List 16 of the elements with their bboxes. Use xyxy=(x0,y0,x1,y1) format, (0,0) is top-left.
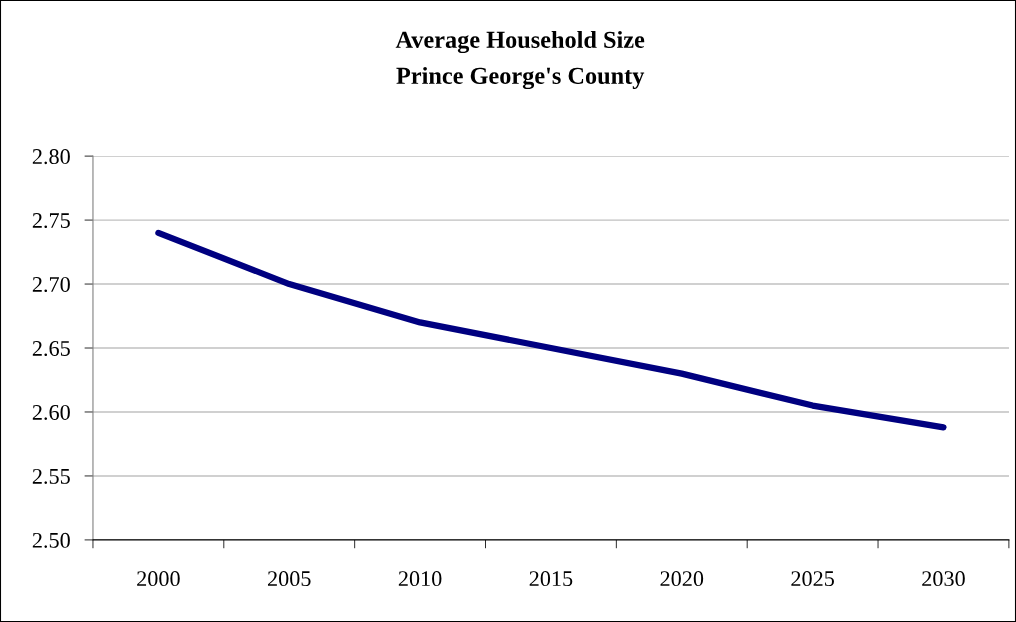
x-tick-label: 2030 xyxy=(922,571,965,587)
x-tick-label: 2020 xyxy=(660,571,704,587)
x-tick-label: 2010 xyxy=(398,571,442,587)
y-tick-label: 2.55 xyxy=(32,468,70,484)
y-tick-label: 2.50 xyxy=(32,532,70,548)
chart-subtitle: Prince George's County xyxy=(396,66,645,90)
y-tick-label: 2.70 xyxy=(32,276,70,293)
y-tick-label: 2.75 xyxy=(32,213,70,229)
y-tick-label: 2.60 xyxy=(32,404,70,420)
x-tick-label: 2000 xyxy=(137,571,180,587)
x-tick-label: 2015 xyxy=(529,571,573,587)
x-tick-label: 2025 xyxy=(791,571,834,587)
y-tick-label: 2.80 xyxy=(32,149,70,165)
y-tick-label: 2.65 xyxy=(32,341,70,357)
chart-title: Average Household Size xyxy=(395,30,645,54)
x-tick-label: 2005 xyxy=(267,571,311,587)
